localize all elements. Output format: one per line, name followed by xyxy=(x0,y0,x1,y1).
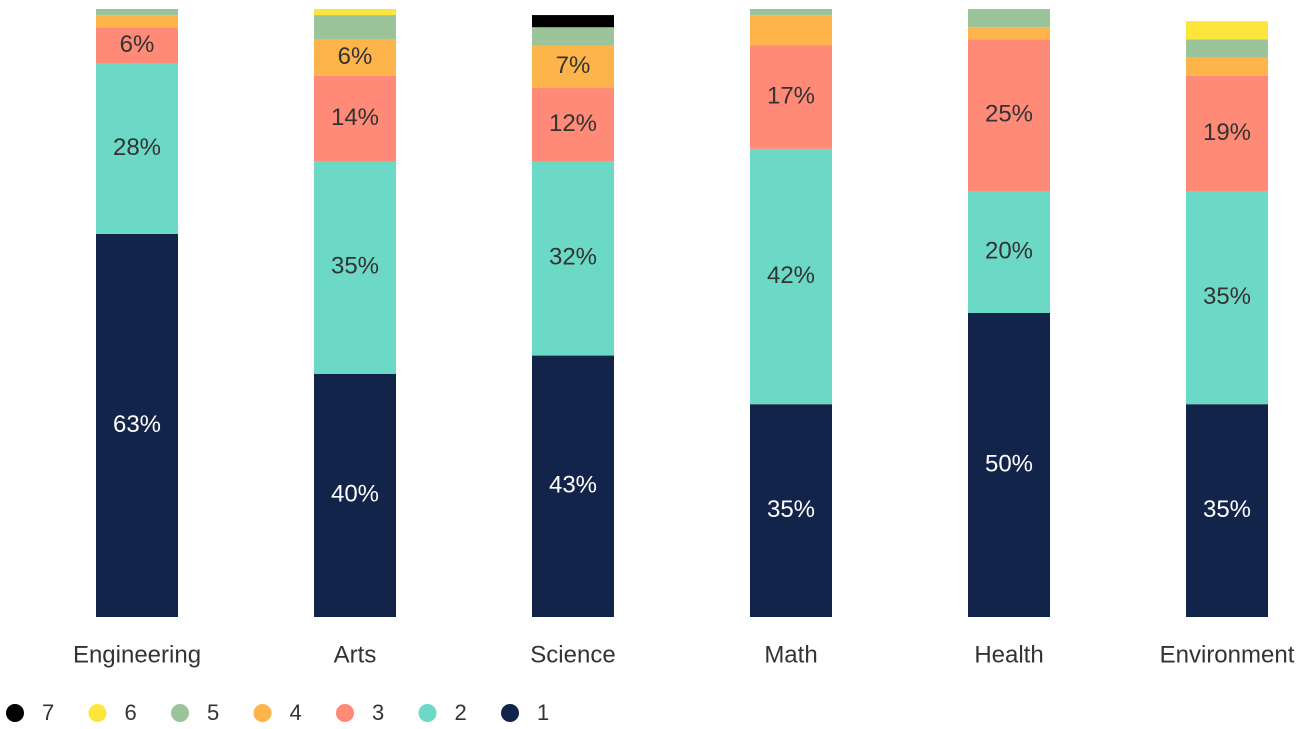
value-label: 14% xyxy=(331,104,379,131)
bar-segment xyxy=(96,9,178,16)
legend-swatch xyxy=(336,704,354,722)
value-label: 19% xyxy=(1203,119,1251,146)
bar-segment xyxy=(750,15,832,46)
bar-segment xyxy=(532,27,614,46)
value-label: 7% xyxy=(556,52,591,79)
legend-label: 7 xyxy=(42,700,54,725)
bar-segment xyxy=(532,161,614,356)
value-label: 35% xyxy=(1203,283,1251,310)
value-label: 20% xyxy=(985,238,1033,265)
legend-label: 5 xyxy=(207,700,219,725)
value-label: 28% xyxy=(113,134,161,161)
bar-segment xyxy=(968,27,1050,40)
value-label: 35% xyxy=(767,496,815,523)
x-tick-label: Engineering xyxy=(73,641,201,668)
bar-segment xyxy=(314,161,396,374)
value-label: 12% xyxy=(549,110,597,137)
legend-label: 3 xyxy=(372,700,384,725)
legend-swatch xyxy=(6,704,24,722)
bar-segment xyxy=(1186,21,1268,40)
value-label: 43% xyxy=(549,472,597,499)
bar-segment xyxy=(1186,39,1268,58)
bar-segment xyxy=(314,39,396,76)
value-label: 35% xyxy=(331,253,379,280)
bar-segment xyxy=(314,9,396,16)
bar-segment xyxy=(1186,191,1268,405)
legend-label: 6 xyxy=(125,700,137,725)
bar-segment xyxy=(1186,57,1268,76)
bar-segment xyxy=(96,63,178,234)
legend-label: 4 xyxy=(290,700,302,725)
value-label: 6% xyxy=(120,31,155,58)
value-label: 17% xyxy=(767,83,815,110)
bar-segment xyxy=(750,9,832,16)
bar-segment xyxy=(968,313,1050,617)
bar-segment xyxy=(1186,404,1268,617)
value-label: 25% xyxy=(985,101,1033,128)
x-tick-label: Science xyxy=(530,641,615,668)
bar-segment xyxy=(968,39,1050,192)
bar-segment xyxy=(750,404,832,617)
legend-swatch xyxy=(501,704,519,722)
value-label: 42% xyxy=(767,262,815,289)
value-label: 32% xyxy=(549,244,597,271)
legend-label: 1 xyxy=(537,700,549,725)
legend-swatch xyxy=(418,704,437,722)
bar-segment xyxy=(532,355,614,617)
x-tick-label: Environment xyxy=(1160,641,1295,668)
x-tick-label: Math xyxy=(764,641,817,668)
legend-swatch xyxy=(88,704,107,722)
value-label: 6% xyxy=(338,43,373,70)
bar-segment xyxy=(532,15,614,28)
bar-segment xyxy=(314,373,396,617)
legend-swatch xyxy=(171,704,189,722)
bar-segment xyxy=(968,191,1050,313)
bar-segment xyxy=(96,15,178,28)
bar-segment xyxy=(314,15,396,40)
legend-swatch xyxy=(253,704,272,722)
x-tick-label: Arts xyxy=(334,641,377,668)
bar-segment xyxy=(532,45,614,89)
bar-segment xyxy=(532,88,614,161)
bar-segment xyxy=(314,75,396,161)
value-label: 40% xyxy=(331,481,379,508)
value-label: 63% xyxy=(113,411,161,438)
x-tick-label: Health xyxy=(974,641,1043,668)
bar-segment xyxy=(750,45,832,149)
bar-segment xyxy=(968,9,1050,28)
legend-label: 2 xyxy=(455,700,467,725)
bar-segment xyxy=(1186,75,1268,192)
value-label: 50% xyxy=(985,450,1033,477)
bar-segment xyxy=(750,148,832,405)
value-label: 35% xyxy=(1203,496,1251,523)
bar-segment xyxy=(96,27,178,64)
bar-segment xyxy=(96,233,178,617)
